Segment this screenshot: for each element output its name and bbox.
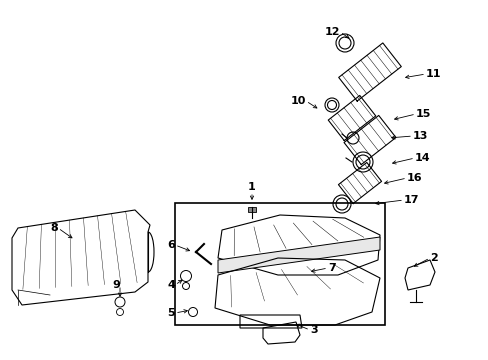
Text: 13: 13 (412, 131, 427, 141)
Text: 6: 6 (167, 240, 175, 250)
Bar (175, 203, 384, 325)
Text: 3: 3 (309, 325, 317, 335)
Text: 11: 11 (425, 69, 441, 79)
Text: 14: 14 (414, 153, 430, 163)
Text: 4: 4 (167, 280, 175, 290)
Text: 9: 9 (112, 280, 120, 290)
Text: 1: 1 (247, 182, 255, 192)
Bar (247, 207, 256, 212)
Text: 2: 2 (429, 253, 437, 263)
Text: 17: 17 (403, 195, 419, 205)
Text: 16: 16 (406, 173, 422, 183)
Text: 8: 8 (50, 223, 58, 233)
Text: 7: 7 (327, 263, 335, 273)
Text: 15: 15 (415, 109, 430, 119)
Text: 10: 10 (290, 96, 305, 106)
Polygon shape (218, 237, 379, 273)
Text: 5: 5 (167, 308, 175, 318)
Text: 12: 12 (324, 27, 339, 37)
